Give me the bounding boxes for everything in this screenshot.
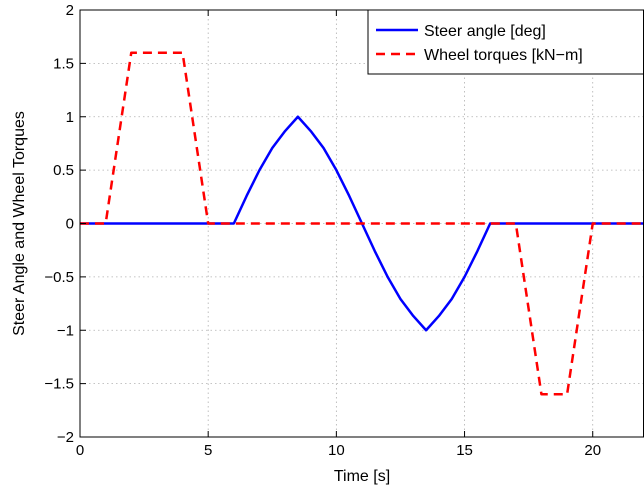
series-layer [80,51,644,396]
y-tick-label: −1 [57,322,74,339]
y-tick-label: −0.5 [44,269,74,286]
x-tick-label: 5 [204,442,212,459]
y-tick-label: 1.5 [53,55,74,72]
grid [80,10,644,437]
y-tick-label: 0.5 [53,162,74,179]
y-tick-label: −1.5 [44,376,74,393]
y-axis-label: Steer Angle and Wheel Torques [11,111,28,336]
ticks: 0 5 10 15 20 −2 −1.5 −1 −0.5 0 0.5 1 1.5 2 [44,2,601,459]
y-tick-label: 2 [66,2,74,19]
y-tick-label: 1 [66,109,74,126]
y-tick-label: −2 [57,429,74,446]
legend-label-steer-angle: Steer angle [deg] [424,23,546,40]
legend-label-wheel-torques: Wheel torques [kN−m] [424,47,583,64]
x-tick-label: 0 [76,442,84,459]
x-tick-label: 20 [584,442,601,459]
series-line-wheel-torques [80,51,644,396]
x-axis-label: Time [s] [334,468,390,485]
legend-box [367,9,644,75]
y-tick-label: 0 [66,216,74,233]
x-tick-label: 10 [328,442,345,459]
legend: Steer angle [deg] Wheel torques [kN−m] [367,9,644,75]
x-tick-label: 15 [456,442,473,459]
